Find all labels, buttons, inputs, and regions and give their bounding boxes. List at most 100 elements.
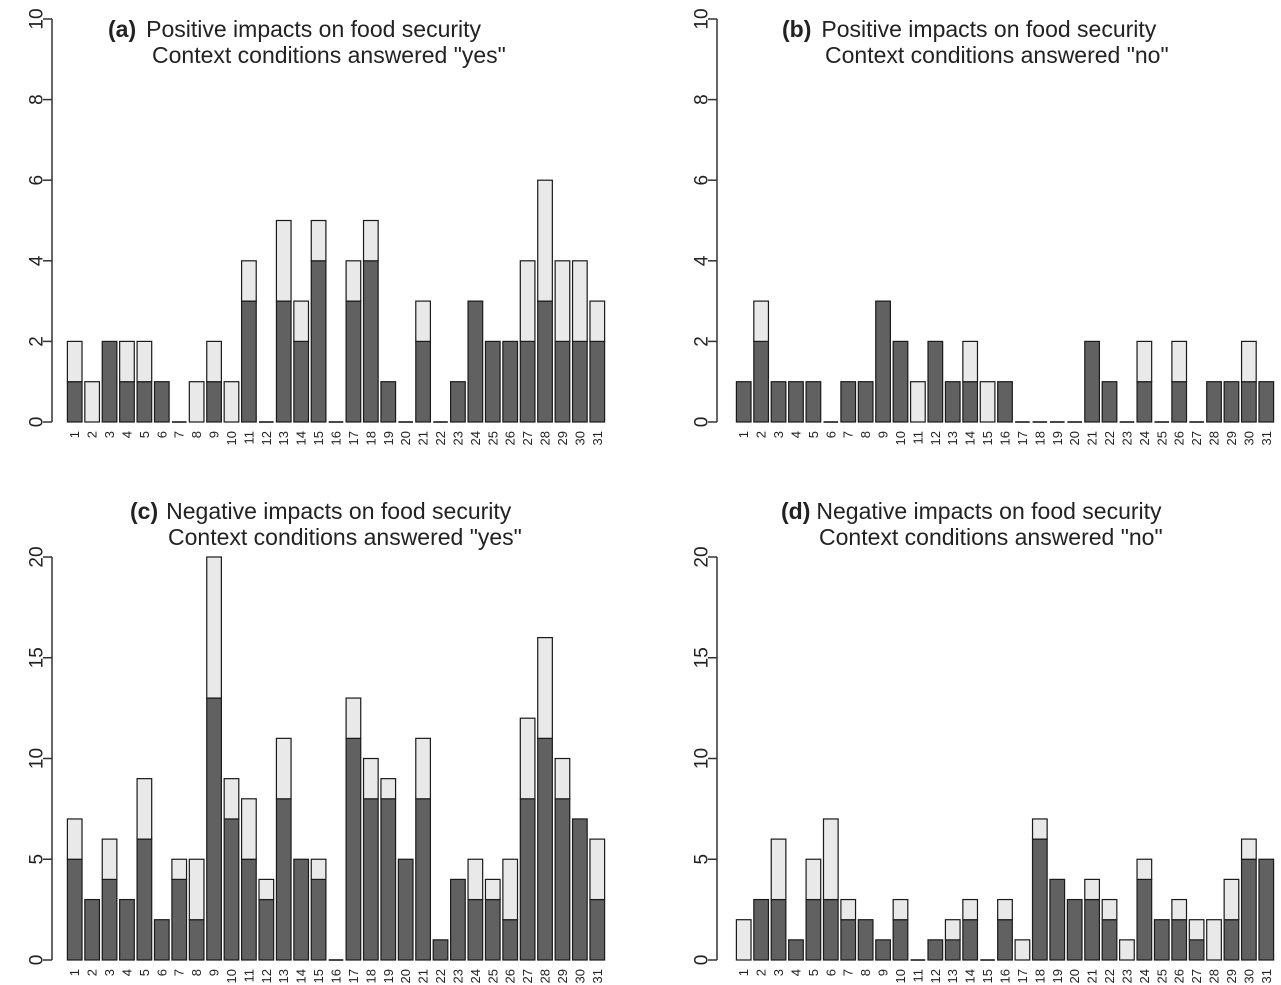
bar-lower-27: [519, 340, 536, 423]
x-tick-label: 16: [329, 431, 344, 445]
bar-upper-9: [206, 340, 222, 383]
panel-c-y-axis: 0 5 10 15 20: [27, 546, 53, 965]
bar-lower-13: [275, 300, 292, 423]
x-tick-label: 3: [102, 969, 117, 976]
x-tick-label: 4: [788, 431, 803, 438]
y-tick-label: 15: [27, 647, 48, 668]
x-tick-label: 13: [945, 969, 960, 983]
bar-upper-16: [997, 898, 1013, 921]
x-tick-label: 4: [788, 969, 803, 976]
bar-upper-24: [1136, 858, 1153, 880]
bar-upper-26: [502, 858, 519, 921]
panel-c-bars: [66, 556, 606, 961]
x-tick-label: 15: [311, 431, 326, 445]
bar-upper-15: [310, 858, 327, 880]
bar-lower-29: [1223, 919, 1240, 961]
y-tick-label: 6: [692, 175, 713, 186]
x-tick-label: 6: [154, 431, 169, 438]
bar-lower-12: [927, 340, 944, 423]
bar-upper-31: [589, 838, 606, 901]
bar-lower-8: [857, 919, 874, 961]
bar-lower-18: [362, 798, 379, 961]
bar-lower-19: [380, 798, 397, 961]
y-tick-label: 0: [27, 417, 48, 428]
x-tick-label: 26: [503, 969, 518, 983]
panel-a-x-ticks: 1 2 3 4 5 6 7 8 9 10 11 12 13 14 15 16 17 18 19 20 21 22 23 24 2…: [67, 431, 605, 445]
x-tick-label: 10: [893, 969, 908, 983]
bar-lower-24: [1136, 381, 1153, 423]
x-tick-label: 8: [189, 431, 204, 438]
bar-lower-14: [293, 340, 310, 423]
x-tick-label: 29: [555, 431, 570, 445]
x-tick-label: 9: [876, 969, 891, 976]
x-tick-label: 27: [520, 431, 535, 445]
x-tick-label: 26: [503, 431, 518, 445]
panel-b-x-ticks: 1 2 3 4 5 6 7 8 9 10 11 12 13 14 15 16 17 18 19 20 21 22 23 24 2…: [736, 431, 1274, 445]
x-tick-label: 18: [1032, 969, 1047, 983]
x-tick-label: 20: [1067, 431, 1082, 445]
bar-upper-13: [275, 737, 292, 800]
bar-upper-29: [554, 260, 571, 342]
panel-d-y-axis: 0 5 10 15 20: [692, 546, 718, 965]
y-tick-label: 15: [692, 647, 713, 668]
bar-lower-16: [997, 381, 1013, 423]
bar-lower-26: [1171, 381, 1188, 423]
y-tick-label: 5: [27, 854, 48, 865]
bar-lower-28: [537, 300, 553, 423]
x-tick-label: 14: [963, 969, 978, 983]
panel-b-title-line2: Context conditions answered "no": [825, 42, 1169, 68]
x-tick-label: 9: [207, 431, 222, 438]
x-tick-label: 3: [102, 431, 117, 438]
bar-lower-30: [1240, 381, 1257, 423]
x-tick-label: 17: [1015, 431, 1030, 445]
x-tick-label: 21: [416, 431, 431, 445]
x-tick-label: 23: [450, 969, 465, 983]
panel-a-tag: (a): [108, 16, 136, 42]
bar-lower-19: [380, 381, 397, 423]
panel-a-title-line1: (a) Positive impacts on food security: [108, 16, 482, 42]
bar-upper-1: [735, 919, 752, 961]
panel-d-title-line2: Context conditions answered "no": [819, 524, 1163, 550]
y-tick-label: 8: [27, 94, 48, 105]
bar-lower-7: [171, 878, 188, 961]
bar-lower-25: [484, 340, 501, 423]
bar-lower-20: [1066, 898, 1083, 961]
bar-lower-30: [571, 340, 588, 423]
bar-upper-13: [275, 219, 292, 302]
bar-lower-14: [293, 858, 310, 961]
bar-lower-21: [415, 340, 432, 423]
x-tick-label: 7: [841, 431, 856, 438]
x-tick-label: 20: [1067, 969, 1082, 983]
y-tick-label: 0: [692, 955, 713, 966]
x-tick-label: 24: [1137, 431, 1152, 445]
bar-upper-28: [537, 636, 553, 739]
panel-b: (b) Positive impacts on food security Con…: [692, 8, 1275, 445]
bar-lower-13: [944, 939, 961, 961]
bar-lower-2: [753, 898, 770, 961]
x-tick-label: 7: [172, 969, 187, 976]
bar-lower-27: [1188, 939, 1205, 961]
bar-upper-14: [962, 898, 979, 921]
x-tick-label: 11: [910, 969, 925, 983]
bar-lower-17: [345, 737, 362, 961]
x-tick-label: 8: [858, 431, 873, 438]
y-tick-label: 2: [27, 336, 48, 347]
bar-upper-1: [66, 340, 83, 383]
x-tick-label: 16: [329, 969, 344, 983]
bar-lower-10: [892, 340, 909, 423]
bar-lower-11: [240, 858, 257, 961]
x-tick-label: 1: [736, 431, 751, 438]
bar-upper-11: [240, 260, 257, 302]
x-tick-label: 1: [67, 969, 82, 976]
bar-upper-13: [944, 919, 961, 941]
bar-upper-30: [1240, 340, 1257, 383]
bar-upper-8: [188, 381, 205, 423]
panel-a-title-line2: Context conditions answered "yes": [152, 42, 506, 68]
bar-upper-21: [1084, 878, 1101, 901]
bar-lower-27: [519, 798, 536, 961]
panel-d: (d) Negative impacts on food security Con…: [692, 498, 1275, 983]
x-tick-label: 28: [1207, 969, 1222, 983]
y-tick-label: 0: [27, 955, 48, 966]
bar-upper-21: [415, 737, 432, 800]
bar-lower-26: [502, 340, 519, 423]
